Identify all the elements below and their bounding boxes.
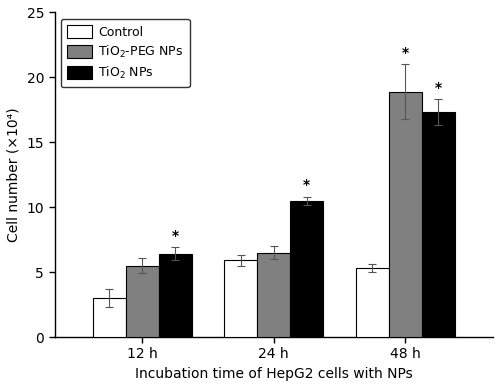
- Text: *: *: [434, 81, 442, 95]
- Bar: [93, 298, 126, 337]
- Bar: [224, 260, 258, 337]
- Bar: [422, 113, 454, 337]
- Text: *: *: [402, 46, 409, 60]
- Bar: [126, 266, 158, 337]
- Legend: Control, TiO$_2$-PEG NPs, TiO$_2$ NPs: Control, TiO$_2$-PEG NPs, TiO$_2$ NPs: [61, 19, 190, 87]
- Bar: [290, 201, 323, 337]
- Bar: [389, 92, 422, 337]
- Bar: [158, 254, 192, 337]
- X-axis label: Incubation time of HepG2 cells with NPs: Incubation time of HepG2 cells with NPs: [135, 367, 412, 381]
- Y-axis label: Cell number (×10⁴): Cell number (×10⁴): [7, 107, 21, 242]
- Bar: [258, 253, 290, 337]
- Text: *: *: [172, 229, 178, 243]
- Text: *: *: [303, 178, 310, 192]
- Bar: [356, 268, 389, 337]
